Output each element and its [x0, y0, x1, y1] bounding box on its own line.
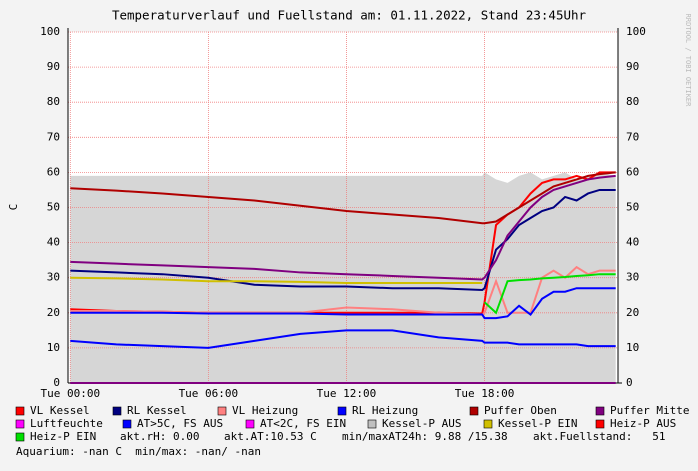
y-tick-label-right: 100: [626, 25, 646, 38]
legend-swatch: [15, 406, 25, 416]
legend-swatch: [367, 419, 377, 429]
x-tick-label: Tue 12:00: [317, 387, 377, 400]
x-tick-label: Tue 00:00: [40, 387, 100, 400]
y-tick-label: 40: [47, 236, 60, 249]
y-tick-label: 80: [47, 95, 60, 108]
legend-swatch: [15, 432, 25, 442]
y-tick-label-right: 80: [626, 95, 639, 108]
legend-swatch: [217, 406, 227, 416]
y-tick-label: 20: [47, 306, 60, 319]
line: [483, 273, 616, 315]
legend-label: AT>5C, FS AUS: [137, 417, 223, 430]
y-tick-label: 70: [47, 130, 60, 143]
y-tick-label-right: 30: [626, 271, 639, 284]
y-tick-label-right: 40: [626, 236, 639, 249]
x-tick-label: Tue 06:00: [179, 387, 239, 400]
legend-label: VL Kessel: [30, 404, 90, 417]
line: [70, 276, 483, 284]
status-text: akt.Fuellstand: 51: [533, 430, 665, 443]
legend-swatch: [483, 419, 493, 429]
legend-label: RL Heizung: [352, 404, 418, 417]
line: [70, 174, 616, 281]
legend-label: Luftfeuchte: [30, 417, 103, 430]
y-tick-label: 10: [47, 341, 60, 354]
legend-label: Puffer Mitte: [610, 404, 689, 417]
status-text: min/maxAT24h: 9.88 /15.38: [342, 430, 508, 443]
y-tick-label: 30: [47, 271, 60, 284]
y-tick-label-right: 50: [626, 201, 639, 214]
legend-swatch: [337, 406, 347, 416]
y-tick-label: 90: [47, 60, 60, 73]
y-tick-label-right: 90: [626, 60, 639, 73]
chart-title: Temperaturverlauf und Fuellstand am: 01.…: [112, 8, 587, 23]
status-text: akt.AT:10.53 C: [224, 430, 317, 443]
line: [70, 171, 616, 225]
legend-swatch: [469, 406, 479, 416]
line: [70, 287, 616, 320]
watermark: RRDTOOL / TOBI OETIKER: [684, 14, 692, 108]
legend-label: Heiz-P AUS: [610, 417, 676, 430]
legend-label: Puffer Oben: [484, 404, 557, 417]
legend-swatch: [595, 406, 605, 416]
y-tick-label: 0: [53, 376, 60, 389]
y-tick-label: 100: [40, 25, 60, 38]
x-tick-label: Tue 18:00: [455, 387, 515, 400]
footer-text: Aquarium: -nan C min/max: -nan/ -nan: [16, 445, 261, 458]
y-tick-label-right: 60: [626, 165, 639, 178]
legend-swatch: [245, 419, 255, 429]
y-tick-label-right: 20: [626, 306, 639, 319]
legend-swatch: [122, 419, 132, 429]
legend-swatch: [595, 419, 605, 429]
y-tick-label: 60: [47, 165, 60, 178]
legend-label: Kessel-P EIN: [498, 417, 577, 430]
legend-label: Heiz-P EIN: [30, 430, 96, 443]
legend-label: Kessel-P AUS: [382, 417, 461, 430]
line: [70, 329, 616, 349]
legend-label: VL Heizung: [232, 404, 298, 417]
y-tick-label: 50: [47, 201, 60, 214]
legend-label: AT<2C, FS EIN: [260, 417, 346, 430]
legend-swatch: [112, 406, 122, 416]
y-tick-label-right: 70: [626, 130, 639, 143]
y-axis-label: C: [7, 204, 20, 211]
legend-swatch: [15, 419, 25, 429]
legend-label: RL Kessel: [127, 404, 187, 417]
status-text: akt.rH: 0.00: [120, 430, 199, 443]
y-tick-label-right: 10: [626, 341, 639, 354]
y-tick-label-right: 0: [626, 376, 633, 389]
